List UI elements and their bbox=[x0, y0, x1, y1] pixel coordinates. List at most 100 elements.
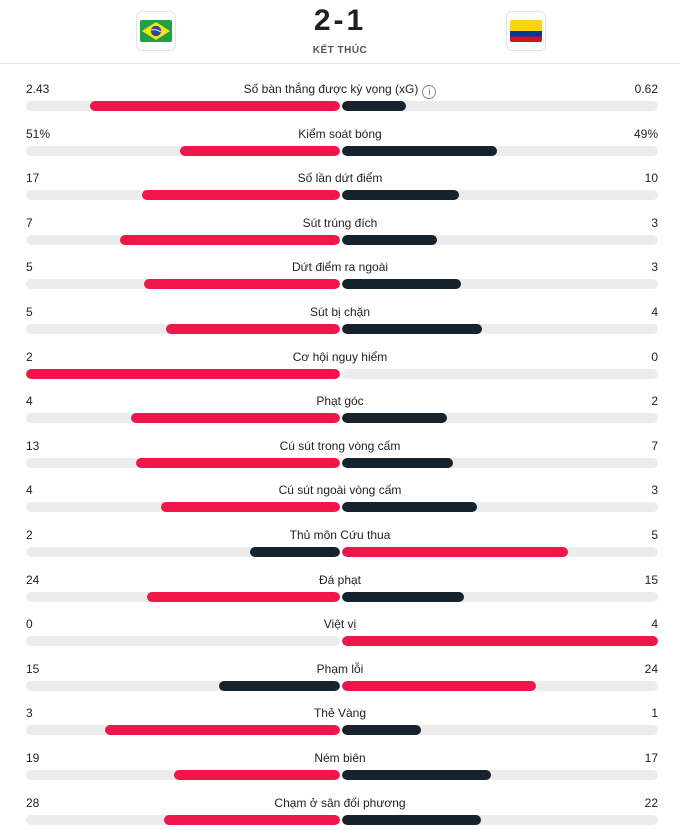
stat-label: Việt vị bbox=[140, 617, 540, 631]
stat-label-text: Chạm ở sân đối phương bbox=[274, 795, 406, 810]
home-team-flag-button[interactable] bbox=[136, 11, 176, 51]
stat-label: Thẻ Vàng bbox=[140, 706, 540, 720]
stat-row: 24 Đá phạt 15 bbox=[0, 561, 680, 605]
home-stat-value: 19 bbox=[26, 751, 40, 765]
away-stat-bar bbox=[342, 145, 497, 156]
stat-label-text: Cú sút trong vòng cấm bbox=[279, 438, 401, 453]
stat-label: Ném biên bbox=[140, 751, 540, 765]
away-stat-track bbox=[342, 234, 658, 245]
away-stat-bar bbox=[342, 814, 482, 825]
info-icon[interactable]: i bbox=[422, 85, 437, 99]
home-stat-bar bbox=[89, 101, 340, 111]
stat-label: Số lần dứt điểm bbox=[140, 171, 540, 185]
home-stat-value: 2.43 bbox=[26, 82, 50, 96]
stat-label-text: Sút bị chặn bbox=[309, 305, 371, 319]
stat-label: Sút trúng đích bbox=[140, 216, 540, 230]
brazil-flag-icon bbox=[140, 20, 172, 42]
home-stat-value: 4 bbox=[26, 394, 33, 409]
away-stat-track bbox=[342, 457, 658, 468]
away-stat-track bbox=[342, 279, 658, 290]
stat-label-text: Thẻ Vàng bbox=[313, 706, 367, 721]
home-stat-track bbox=[26, 145, 340, 156]
home-stat-track bbox=[26, 547, 340, 557]
home-stat-track bbox=[26, 190, 340, 201]
away-stat-bar bbox=[342, 636, 658, 647]
stat-row: 5 Dứt điểm ra ngoài 3 bbox=[0, 248, 680, 292]
stat-row: 4 Phạt góc 2 bbox=[0, 382, 680, 426]
home-stat-value: 5 bbox=[26, 260, 33, 275]
stat-label-text: Số bàn thắng được kỳ vọng (xG) bbox=[243, 82, 419, 96]
home-stat-value: 3 bbox=[26, 706, 33, 721]
home-stat-track bbox=[26, 725, 340, 736]
stat-label-text: Việt vị bbox=[323, 617, 357, 632]
away-stat-bar bbox=[342, 547, 568, 557]
away-stat-track bbox=[342, 547, 658, 557]
away-stat-value: 3 bbox=[651, 260, 658, 275]
away-stat-track bbox=[342, 413, 658, 424]
home-stat-bar bbox=[250, 547, 340, 557]
stat-label-text: Cơ hội nguy hiểm bbox=[292, 349, 388, 364]
home-stat-bar bbox=[146, 591, 340, 602]
away-stat-track bbox=[342, 368, 658, 379]
home-stat-bar bbox=[179, 145, 340, 156]
stat-label: Dứt điểm ra ngoài bbox=[140, 260, 540, 274]
home-stat-bar bbox=[160, 502, 340, 513]
home-stat-track bbox=[26, 101, 340, 111]
home-stat-track bbox=[26, 234, 340, 245]
home-stat-bar bbox=[130, 413, 340, 424]
away-stat-track bbox=[342, 190, 658, 201]
away-stat-track bbox=[342, 101, 658, 111]
home-stat-value: 24 bbox=[26, 572, 40, 587]
match-score: 2-1 bbox=[313, 4, 367, 37]
away-stat-bar bbox=[342, 457, 453, 468]
home-stat-bar bbox=[142, 190, 340, 201]
stat-label: Kiểm soát bóng bbox=[140, 127, 540, 141]
stat-row: 2 Thủ môn Cứu thua 5 bbox=[0, 516, 680, 560]
stat-row: 15 Phạm lỗi 24 bbox=[0, 650, 680, 694]
home-stat-value: 0 bbox=[26, 617, 33, 632]
away-stat-track bbox=[342, 725, 658, 736]
stat-label: Cú sút trong vòng cấm bbox=[140, 439, 540, 453]
home-stat-bar bbox=[165, 324, 340, 334]
home-stat-bar bbox=[120, 234, 340, 245]
away-stat-track bbox=[342, 145, 658, 156]
stat-label: Thủ môn Cứu thua bbox=[140, 528, 540, 542]
away-stat-value: 17 bbox=[644, 751, 658, 765]
away-stat-track bbox=[342, 502, 658, 513]
colombia-flag-icon bbox=[510, 20, 542, 42]
home-stat-bar bbox=[26, 368, 340, 379]
home-stat-value: 13 bbox=[26, 438, 40, 453]
home-stat-track bbox=[26, 279, 340, 290]
away-stat-value: 7 bbox=[651, 438, 658, 453]
away-stat-bar bbox=[342, 234, 437, 245]
home-stat-track bbox=[26, 591, 340, 602]
away-stat-value: 4 bbox=[651, 305, 658, 319]
home-stat-bar bbox=[104, 725, 340, 736]
away-team-flag-button[interactable] bbox=[506, 11, 546, 51]
stat-label-text: Thủ môn Cứu thua bbox=[289, 528, 391, 542]
home-stat-track bbox=[26, 457, 340, 468]
stat-label: Phạm lỗi bbox=[140, 662, 540, 676]
stat-label-text: Dứt điểm ra ngoài bbox=[291, 260, 389, 275]
away-stat-value: 2 bbox=[651, 394, 658, 409]
home-stat-bar bbox=[219, 680, 340, 691]
away-stat-bar bbox=[342, 591, 464, 602]
stat-label-text: Số lần dứt điểm bbox=[297, 171, 383, 186]
home-stat-track bbox=[26, 770, 340, 780]
away-stat-track bbox=[342, 324, 658, 334]
stat-label: Đá phạt bbox=[140, 573, 540, 587]
stat-label-text: Phạt góc bbox=[316, 394, 364, 409]
away-stat-value: 1 bbox=[651, 706, 658, 721]
away-stat-track bbox=[342, 591, 658, 602]
away-stat-bar bbox=[342, 190, 460, 201]
away-stat-value: 4 bbox=[651, 617, 658, 632]
away-stat-value: 0.62 bbox=[634, 82, 658, 96]
home-stat-value: 28 bbox=[26, 795, 40, 810]
stat-row: 5 Sút bị chặn 4 bbox=[0, 293, 680, 337]
away-stat-bar bbox=[342, 770, 492, 780]
home-stat-value: 2 bbox=[26, 349, 33, 364]
home-stat-track bbox=[26, 368, 340, 379]
stat-label: Cú sút ngoài vòng cấm bbox=[140, 483, 540, 497]
home-stat-track bbox=[26, 324, 340, 334]
stat-label-text: Kiểm soát bóng bbox=[298, 126, 382, 141]
